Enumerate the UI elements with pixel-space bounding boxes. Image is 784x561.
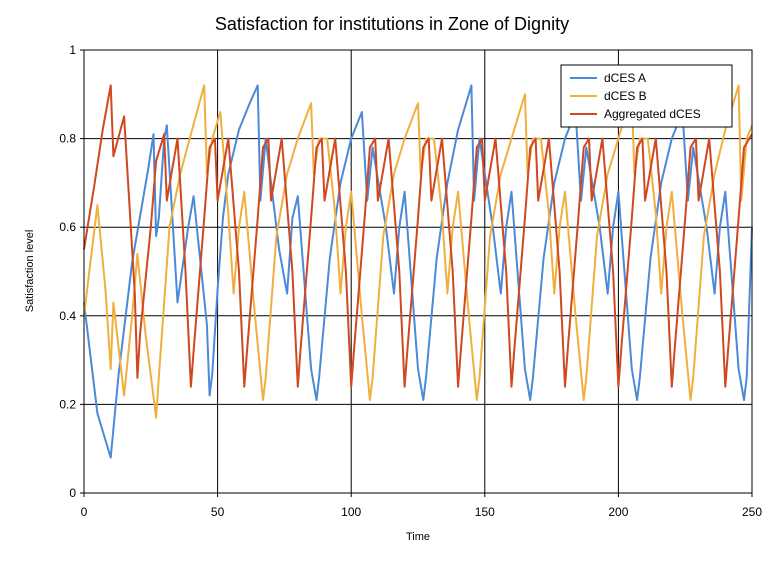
x-tick-label: 0 — [81, 505, 88, 519]
x-tick-label: 50 — [211, 505, 225, 519]
x-axis-label: Time — [406, 531, 430, 543]
legend-label-1: dCES B — [604, 89, 647, 103]
series-line-2 — [83, 84, 753, 388]
y-tick-label: 0 — [69, 486, 76, 500]
plot-area-frame — [83, 49, 753, 494]
y-tick-label: 0.4 — [59, 309, 76, 323]
legend: dCES A dCES B Aggregated dCES — [560, 64, 733, 128]
y-tick-label: 0.6 — [59, 220, 76, 234]
y-tick-label: 0.2 — [59, 397, 76, 411]
x-tick-label: 200 — [608, 505, 628, 519]
chart-title: Satisfaction for institutions in Zone of… — [215, 14, 569, 34]
y-tick-label: 0.8 — [59, 132, 76, 146]
x-tick-label: 150 — [475, 505, 495, 519]
legend-label-0: dCES A — [604, 71, 646, 85]
x-tick-label: 100 — [341, 505, 361, 519]
legend-label-2: Aggregated dCES — [604, 107, 701, 121]
series-lines — [83, 84, 753, 459]
x-tick-label: 250 — [742, 505, 762, 519]
series-line-0 — [83, 84, 753, 459]
tick-labels: 0 0.2 0.4 0.6 0.8 1 0 50 100 150 200 250 — [59, 43, 762, 519]
y-axis-label: Satisfaction level — [24, 230, 36, 313]
y-tick-label: 1 — [69, 43, 76, 57]
